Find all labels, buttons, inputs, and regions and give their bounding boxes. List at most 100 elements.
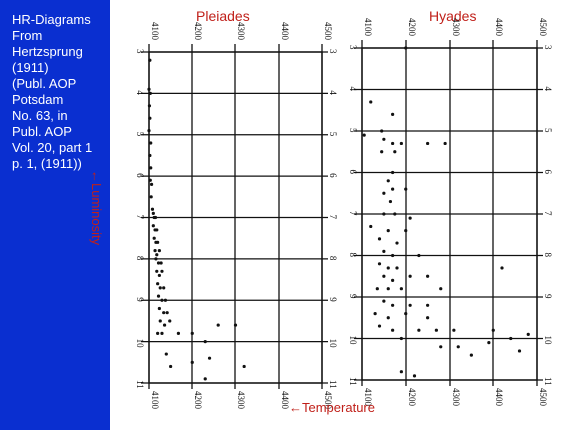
hyades-ytick-left: 5 [348, 128, 358, 133]
pleiades-star-point [150, 207, 155, 211]
hyades-star-point [391, 303, 395, 307]
pleiades-ytick-left: 5 [135, 132, 145, 137]
pleiades-ytick-left: 9 [135, 297, 145, 302]
hyades-star-point [417, 328, 421, 332]
hyades-star-point [517, 349, 522, 353]
hyades-star-point [509, 336, 513, 341]
hyades-star-point [452, 328, 456, 332]
hyades-star-point [408, 216, 412, 220]
hyades-star-point [373, 312, 377, 316]
hyades-star-point [391, 253, 395, 258]
hyades-xtick-top: 4500 [538, 18, 548, 37]
citation-text: HR-Diagrams From Hertzsprung (1911) (Pub… [12, 12, 93, 171]
hyades-star-point [380, 150, 384, 154]
hyades-star-point [391, 112, 395, 116]
pleiades-star-point [153, 215, 158, 220]
pleiades-ytick-left: 3 [135, 49, 145, 54]
pleiades-plot: 4100 4100 4200 4200 4300 4300 4400 4400 4500 4500… [135, 22, 338, 410]
hyades-star-point [399, 141, 403, 146]
pleiades-star-point [156, 261, 161, 265]
pleiades-star-point [148, 153, 152, 158]
hyades-star-point [399, 370, 403, 374]
pleiades-star-point [203, 377, 207, 381]
hyades-star-point [391, 328, 395, 332]
hyades-star-point [412, 374, 417, 378]
hyades-star-point [382, 137, 386, 141]
hyades-ytick-left: 11 [348, 377, 358, 386]
pleiades-star-point [176, 331, 181, 335]
pleiades-star-point [159, 261, 163, 265]
hyades-xtick-bottom: 4200 [407, 388, 417, 407]
hyades-ytick-right: 9 [543, 294, 553, 299]
pleiades-star-point [158, 286, 162, 290]
pleiades-xtick-bottom: 4100 [150, 391, 160, 410]
hyades-star-point [369, 224, 373, 229]
pleiades-star-point [147, 129, 151, 133]
pleiades-star-point [160, 331, 164, 335]
pleiades-ytick-right: 5 [328, 132, 338, 137]
hyades-star-point [391, 141, 395, 146]
pleiades-star-point [169, 364, 173, 369]
pleiades-xtick-top: 4400 [280, 22, 290, 41]
pleiades-ytick-right: 4 [328, 90, 338, 95]
pleiades-ytick-right: 6 [328, 173, 338, 178]
pleiades-ytick-left: 6 [135, 173, 145, 178]
pleiades-star-point [155, 228, 159, 232]
pleiades-xtick-bottom: 4400 [280, 391, 290, 410]
hyades-title: Hyades [429, 8, 477, 24]
hyades-ytick-right: 4 [543, 87, 553, 92]
hyades-star-point [404, 46, 408, 50]
pleiades-star-point [148, 116, 152, 120]
hyades-star-point [386, 287, 390, 291]
hyades-ytick-right: 11 [543, 377, 553, 386]
pleiades-star-point [163, 298, 168, 302]
pleiades-star-point [162, 311, 166, 315]
pleiades-ytick-right: 10 [328, 339, 338, 349]
hyades-star-point [426, 303, 430, 307]
pleiades-star-point [157, 249, 161, 253]
pleiades-star-point [168, 319, 172, 323]
hyades-ytick-left: 6 [348, 170, 358, 175]
hyades-star-point [456, 345, 460, 349]
hyades-xtick-top: 4100 [363, 18, 373, 37]
hyades-ytick-right: 5 [543, 128, 553, 133]
hyades-xtick-top: 4300 [451, 18, 461, 37]
pleiades-star-point [242, 364, 246, 369]
pleiades-ytick-left: 7 [135, 215, 145, 220]
hyades-star-point [443, 141, 447, 146]
pleiades-star-point [155, 253, 159, 257]
hyades-star-point [380, 129, 384, 133]
hyades-ytick-right: 3 [543, 45, 553, 50]
hyades-star-point [391, 170, 395, 175]
x-axis-label: ←Temperature [289, 400, 375, 415]
pleiades-star-point [149, 182, 154, 186]
hyades-ytick-left: 9 [348, 294, 358, 299]
pleiades-ytick-right: 11 [328, 380, 338, 389]
hyades-star-point [404, 312, 408, 316]
hyades-star-point [439, 345, 443, 349]
pleiades-star-point [148, 58, 152, 62]
hyades-plot: 4100 4100 4200 4200 4300 4300 4400 4400 4500 4500… [348, 18, 553, 407]
pleiades-ytick-right: 3 [328, 49, 338, 54]
pleiades-xtick-bottom: 4500 [323, 391, 333, 410]
hyades-star-point [426, 141, 430, 146]
pleiades-star-point [149, 195, 153, 199]
hyades-star-point [382, 191, 386, 195]
pleiades-xtick-top: 4300 [236, 22, 246, 41]
pleiades-xtick-top: 4100 [150, 22, 160, 41]
hyades-star-point [386, 179, 390, 183]
pleiades-star-point [148, 91, 152, 95]
pleiades-star-point [160, 298, 164, 302]
hyades-star-point [426, 274, 430, 278]
hyades-star-point [393, 212, 397, 216]
hyades-star-point [491, 328, 495, 332]
pleiades-ytick-right: 8 [328, 256, 338, 261]
y-axis-label-text: Luminosity [89, 183, 104, 246]
x-axis-label-text: Temperature [302, 400, 375, 415]
hyades-star-point [382, 299, 386, 303]
hyades-ytick-left: 4 [348, 87, 358, 92]
hyades-star-point [395, 241, 399, 245]
pleiades-ytick-left: 11 [135, 380, 145, 389]
hyades-star-point [434, 328, 438, 332]
pleiades-star-point [165, 311, 169, 315]
